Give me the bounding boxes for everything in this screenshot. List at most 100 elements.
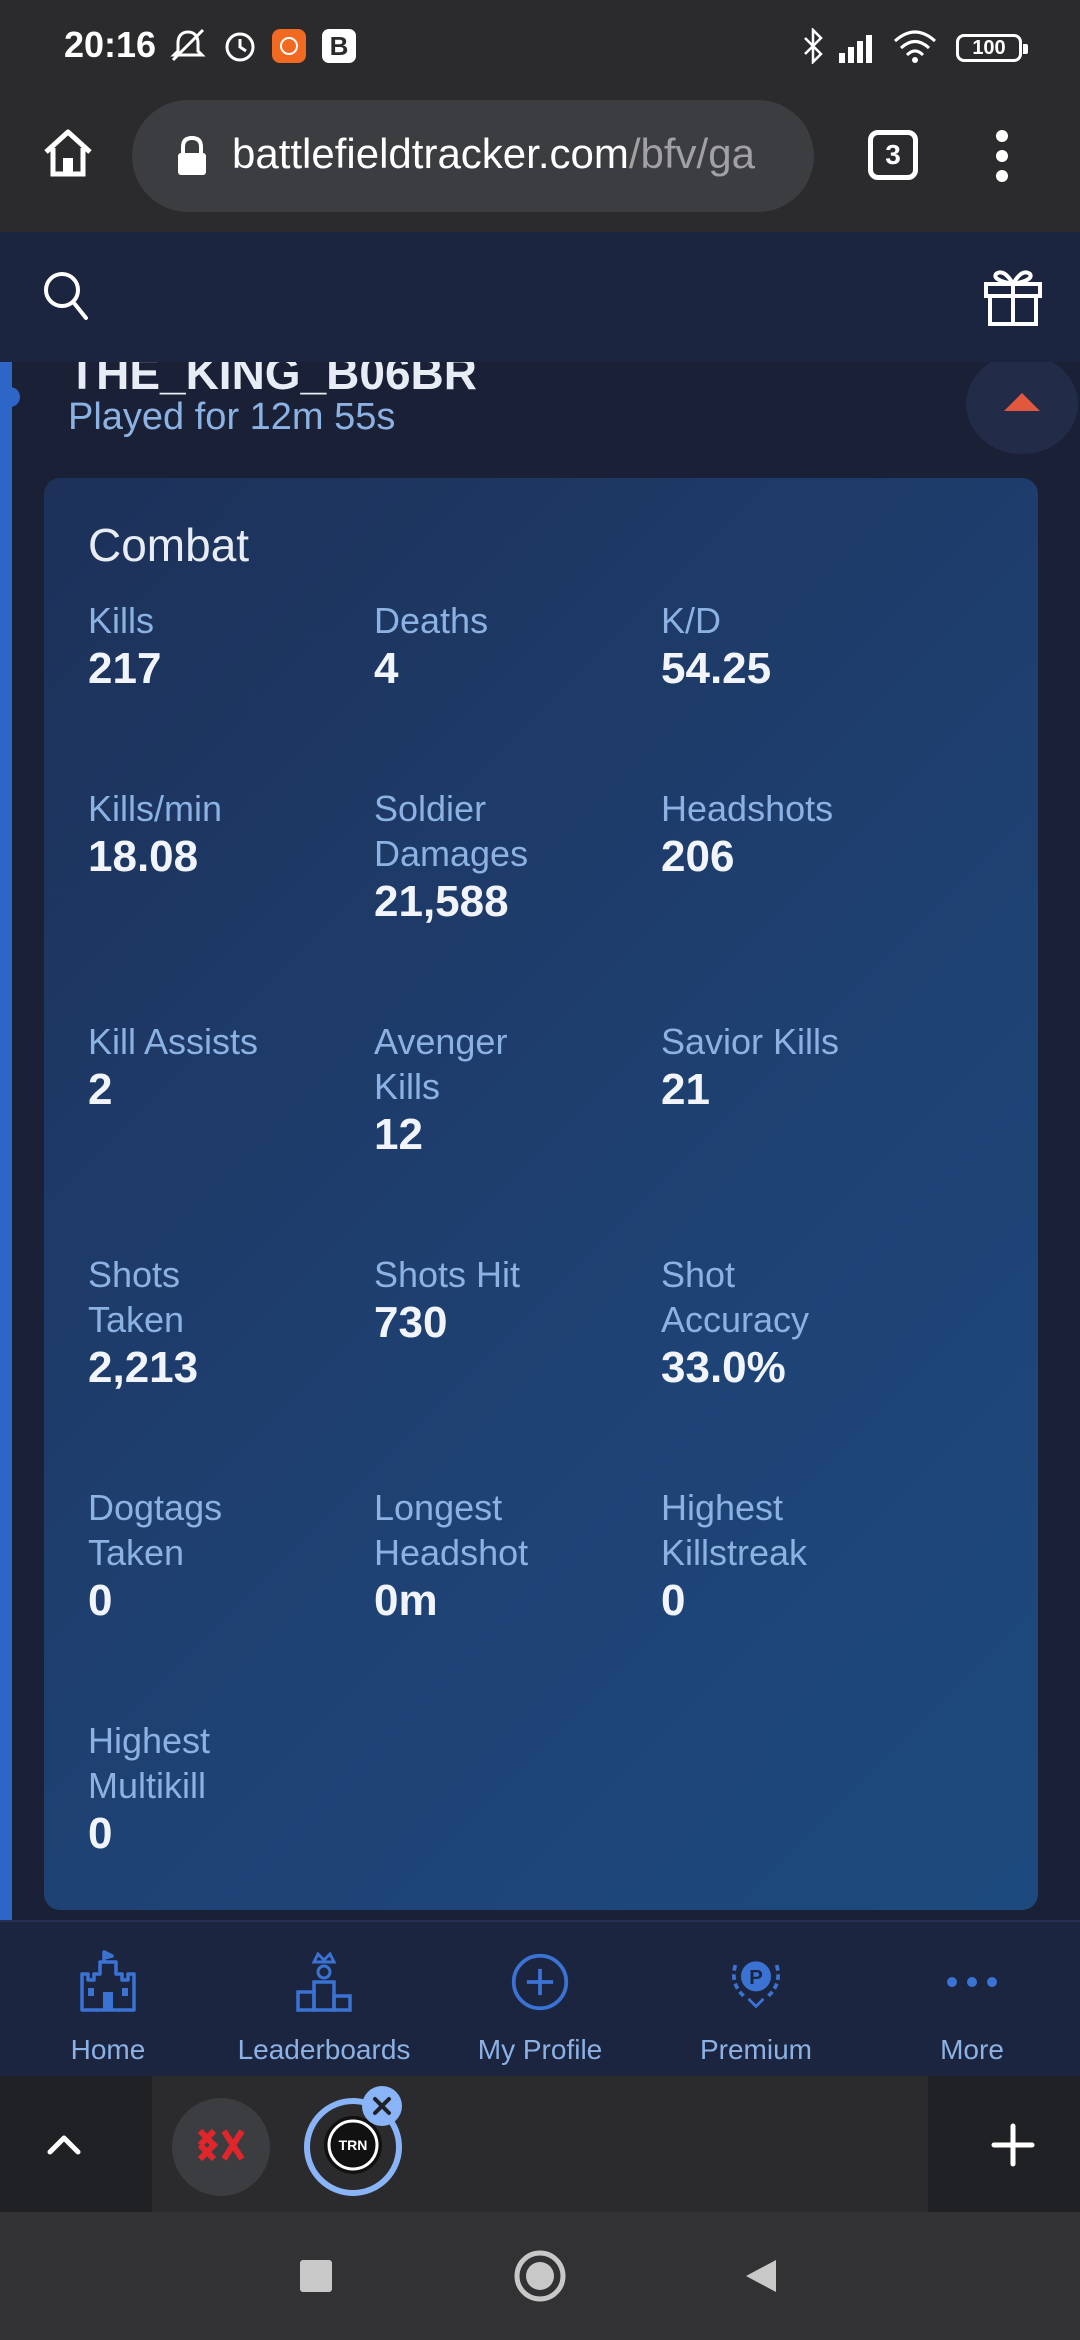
nav-my-profile[interactable]: My Profile <box>432 1922 648 2078</box>
stat-highest-killstreak: Highest Killstreak 0 <box>661 1485 861 1627</box>
stat-dogtags-taken: Dogtags Taken 0 <box>88 1485 258 1627</box>
stat-kd: K/D 54.25 <box>661 598 921 695</box>
stat-label: Shots Taken <box>88 1254 185 1340</box>
status-time: 20:16 <box>64 24 157 65</box>
close-tab-icon[interactable] <box>362 2086 402 2126</box>
nav-label: Leaderboards <box>237 2034 411 2065</box>
nav-label: Premium <box>699 2034 812 2065</box>
stat-kills-per-min: Kills/min 18.08 <box>88 786 348 883</box>
nav-label: My Profile <box>477 2034 603 2065</box>
nav-leaderboards[interactable]: Leaderboards <box>216 1922 432 2078</box>
stat-shot-accuracy: Shot Accuracy 33.0% <box>661 1252 861 1394</box>
svg-text:P: P <box>749 1966 763 1989</box>
chevron-up-icon <box>1002 391 1042 418</box>
lock-icon <box>174 134 210 178</box>
tab-strip: TRN <box>0 2076 1080 2212</box>
wifi-icon <box>892 28 938 64</box>
stat-shots-taken: Shots Taken 2,213 <box>88 1252 258 1394</box>
stat-label: Dogtags Taken <box>88 1487 223 1573</box>
stat-label: Avenger Kills <box>374 1021 508 1107</box>
alarm-icon <box>220 28 260 64</box>
address-bar[interactable]: battlefieldtracker.com/bfv/ga <box>132 100 814 212</box>
back-icon[interactable] <box>740 2256 780 2296</box>
b-icon: B <box>320 28 358 64</box>
combat-title: Combat <box>88 519 250 571</box>
svg-text:TRN: TRN <box>339 2137 368 2153</box>
match-content: THE_KING_B06BR Played for 12m 55s Combat… <box>0 362 1080 1920</box>
stat-avenger-kills: Avenger Kills 12 <box>374 1019 554 1161</box>
castle-icon <box>78 1950 138 2014</box>
collapse-button[interactable] <box>966 362 1078 454</box>
podium-icon <box>294 1950 354 2014</box>
add-circle-icon <box>510 1950 570 2014</box>
combat-card: Combat Kills 217 Deaths 4 K/D 54.25 Kill… <box>44 478 1038 1910</box>
stat-shots-hit: Shots Hit 730 <box>374 1252 634 1349</box>
stat-label: Kills <box>88 600 155 641</box>
url-host: battlefieldtracker.com <box>232 130 629 177</box>
stat-value: 12 <box>374 1110 423 1159</box>
stat-deaths: Deaths 4 <box>374 598 634 695</box>
stat-label: Highest Killstreak <box>661 1487 808 1573</box>
app-notification-icon <box>270 28 308 64</box>
nav-premium[interactable]: P Premium <box>648 1922 864 2078</box>
tab-thumbnail-1[interactable] <box>172 2098 270 2196</box>
trn-favicon-icon: TRN <box>322 2114 384 2181</box>
stat-kills: Kills 217 <box>88 598 348 695</box>
premium-badge-icon: P <box>726 1950 786 2014</box>
stat-value: 0m <box>374 1576 438 1625</box>
overflow-menu-icon[interactable] <box>990 126 1014 186</box>
site-favicon-icon <box>196 2125 246 2170</box>
home-circle-icon[interactable] <box>514 2250 566 2302</box>
stat-value: 21 <box>661 1065 710 1114</box>
stat-label: Soldier Damages <box>374 788 529 874</box>
stat-value: 21,588 <box>374 877 509 926</box>
stat-label: Shot Accuracy <box>661 1254 810 1340</box>
stat-longest-headshot: Longest Headshot 0m <box>374 1485 574 1627</box>
stat-label: Longest Headshot <box>374 1487 529 1573</box>
stat-label: Shots Hit <box>374 1254 521 1295</box>
url-path: /bfv/ga <box>628 130 755 177</box>
stat-label: Deaths <box>374 600 489 641</box>
more-dots-icon <box>942 1950 1002 2014</box>
stat-label: K/D <box>661 600 722 641</box>
nav-home[interactable]: Home <box>0 1922 216 2078</box>
stat-value: 217 <box>88 644 162 693</box>
stat-label: Kills/min <box>88 788 223 829</box>
stat-value: 0 <box>88 1576 113 1625</box>
gift-icon[interactable] <box>982 266 1044 328</box>
nav-label: More <box>940 2034 1004 2065</box>
stat-value: 730 <box>374 1298 448 1347</box>
stat-value: 33.0% <box>661 1343 786 1392</box>
search-icon[interactable] <box>40 266 92 324</box>
stat-value: 4 <box>374 644 399 693</box>
stat-label: Headshots <box>661 788 834 829</box>
stat-label: Highest Multikill <box>88 1720 211 1806</box>
stat-value: 2,213 <box>88 1343 199 1392</box>
stat-highest-multikill: Highest Multikill 0 <box>88 1718 258 1860</box>
battery-indicator: 100 <box>956 34 1028 62</box>
stat-headshots: Headshots 206 <box>661 786 921 883</box>
home-icon[interactable] <box>38 122 98 182</box>
stat-value: 0 <box>661 1576 686 1625</box>
url-text: battlefieldtracker.com/bfv/ga <box>232 130 792 178</box>
tab-switcher-button[interactable]: 3 <box>868 130 918 180</box>
bottom-nav: Home Leaderboards My Profile P Premium M… <box>0 1920 1080 2076</box>
nav-more[interactable]: More <box>864 1922 1080 2078</box>
stat-value: 2 <box>88 1065 113 1114</box>
bluetooth-icon <box>798 28 828 64</box>
browser-toolbar: battlefieldtracker.com/bfv/ga 3 <box>0 96 1080 232</box>
recents-icon[interactable] <box>300 2260 332 2292</box>
svg-text:B: B <box>330 31 349 61</box>
nav-label: Home <box>70 2034 146 2065</box>
stat-value: 18.08 <box>88 832 199 881</box>
signal-icon <box>836 28 880 64</box>
stat-label: Savior Kills <box>661 1021 840 1062</box>
player-name: THE_KING_B06BR <box>68 362 477 399</box>
chevron-up-icon[interactable] <box>44 2126 84 2160</box>
new-tab-icon[interactable] <box>990 2122 1036 2168</box>
stat-value: 206 <box>661 832 735 881</box>
timeline-bar <box>0 362 12 1920</box>
mute-icon <box>168 28 208 64</box>
stat-savior-kills: Savior Kills 21 <box>661 1019 921 1116</box>
status-bar: 20:16 B 100 <box>0 0 1080 96</box>
